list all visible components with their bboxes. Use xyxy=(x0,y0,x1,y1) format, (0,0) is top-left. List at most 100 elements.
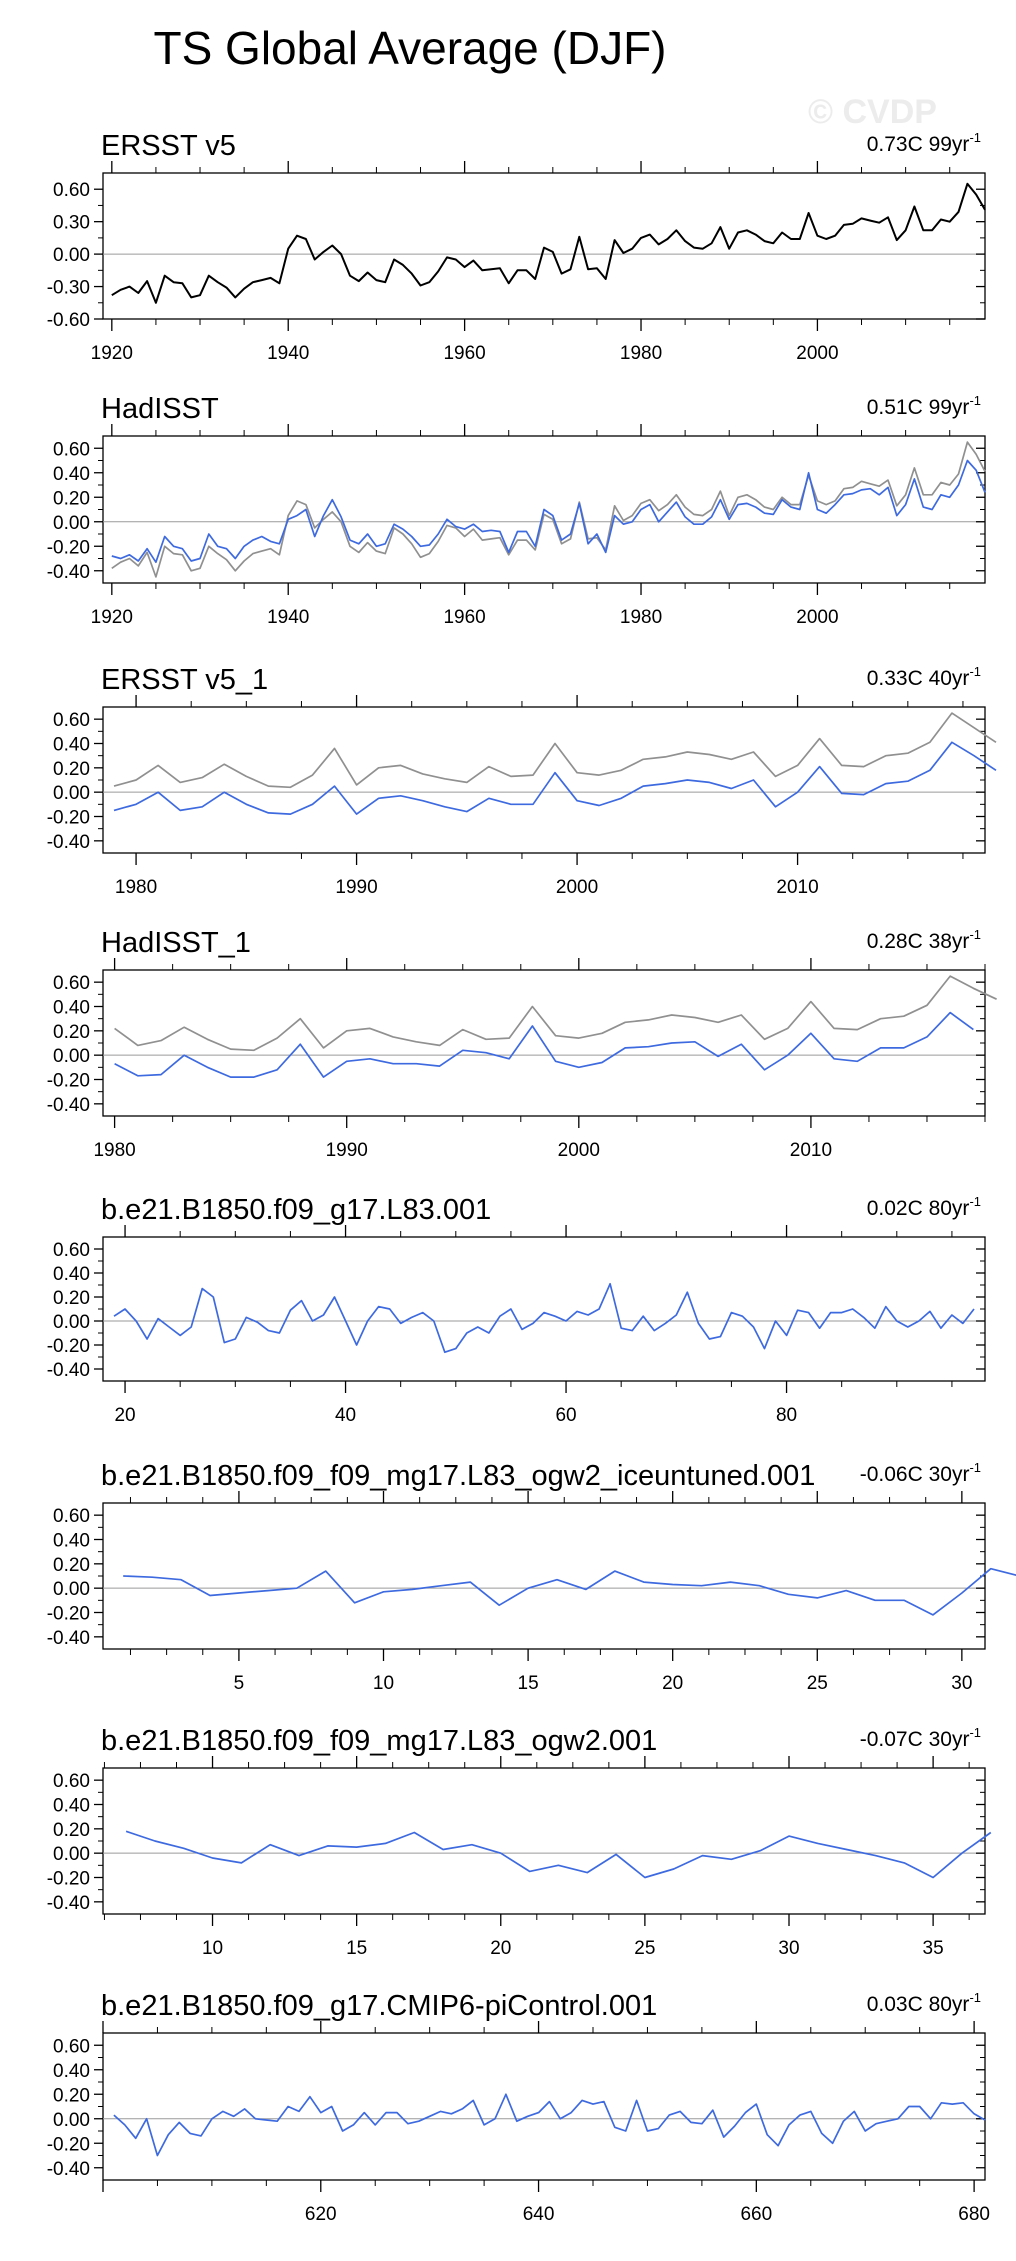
series-line-obs_gray xyxy=(114,975,997,1052)
x-tick-label: 1980 xyxy=(620,343,662,364)
y-tick-label: -0.20 xyxy=(47,1336,90,1357)
trend-exponent: -1 xyxy=(969,1725,981,1740)
x-tick-label: 30 xyxy=(951,1673,972,1694)
y-tick-label: 0.60 xyxy=(53,1771,90,1792)
x-tick-label: 2010 xyxy=(776,877,818,898)
y-tick-label: 0.00 xyxy=(53,1046,90,1067)
chart-panel-2: HadISST 0.51C 99yr-1 -0.40 -0.20 0.00 0.20 0.4… xyxy=(47,393,986,628)
chart-panel-8: b.e21.B1850.f09_g17.CMIP6-piControl.001 0… xyxy=(47,1990,990,2225)
y-tick-label: 0.20 xyxy=(53,488,90,509)
y-tick-label: 0.20 xyxy=(53,1288,90,1309)
y-tick-label: -0.20 xyxy=(47,1604,90,1625)
chart-panel-1: ERSST v5 0.73C 99yr-1 -0.60 -0.30 0.00 0.30 0.… xyxy=(47,130,986,364)
x-tick-label: 25 xyxy=(634,1938,655,1959)
y-tick-label: -0.40 xyxy=(47,2159,90,2180)
y-tick-label: 0.00 xyxy=(53,783,90,804)
y-tick-label: 0.60 xyxy=(53,973,90,994)
y-tick-label: -0.20 xyxy=(47,1071,90,1092)
trend-label: 0.28C 38yr-1 xyxy=(867,927,981,953)
cvdp-watermark: © CVDP xyxy=(808,93,937,131)
x-tick-label: 80 xyxy=(776,1405,797,1426)
y-tick-label: 0.60 xyxy=(53,180,90,201)
y-tick-label: 0.60 xyxy=(53,710,90,731)
y-tick-label: -0.20 xyxy=(47,808,90,829)
trend-exponent: -1 xyxy=(969,1990,981,2005)
y-tick-label: -0.40 xyxy=(47,1628,90,1649)
y-tick-label: 0.60 xyxy=(53,439,90,460)
y-tick-label: 0.40 xyxy=(53,2061,90,2082)
x-tick-label: 1920 xyxy=(91,343,133,364)
x-tick-label: 15 xyxy=(518,1673,539,1694)
y-tick-label: 0.60 xyxy=(53,1506,90,1527)
page-title: TS Global Average (DJF) xyxy=(153,22,667,74)
y-tick-label: 0.00 xyxy=(53,1844,90,1865)
trend-label: 0.33C 40yr-1 xyxy=(867,664,981,690)
chart-panel-3: ERSST v5_1 0.33C 40yr-1 -0.40 -0.20 0.00 0.20… xyxy=(47,664,997,898)
y-tick-label: 0.00 xyxy=(53,245,90,266)
y-tick-label: -0.40 xyxy=(47,832,90,853)
trend-exponent: -1 xyxy=(969,1194,981,1209)
chart-title: b.e21.B1850.f09_g17.L83.001 xyxy=(101,1194,491,1226)
chart-title: HadISST xyxy=(101,393,219,425)
y-tick-label: -0.30 xyxy=(47,278,90,299)
plot-frame xyxy=(102,706,986,854)
x-tick-label: 1960 xyxy=(443,607,485,628)
y-tick-label: 0.40 xyxy=(53,1531,90,1552)
series-line-obs xyxy=(111,182,986,304)
y-tick-label: 0.40 xyxy=(53,1796,90,1817)
trend-exponent: -1 xyxy=(969,130,981,145)
x-tick-label: 1980 xyxy=(93,1140,135,1161)
y-tick-label: 0.20 xyxy=(53,1820,90,1841)
trend-label: 0.51C 99yr-1 xyxy=(867,393,981,419)
x-tick-label: 35 xyxy=(923,1938,944,1959)
series-line-model xyxy=(114,1011,974,1078)
y-tick-label: 0.00 xyxy=(53,513,90,534)
y-tick-label: 0.20 xyxy=(53,1555,90,1576)
x-tick-label: 40 xyxy=(335,1405,356,1426)
x-tick-label: 2000 xyxy=(796,343,838,364)
series-line-model xyxy=(125,1830,992,1879)
x-tick-label: 1990 xyxy=(326,1140,368,1161)
y-tick-label: 0.60 xyxy=(53,2036,90,2057)
chart-title: HadISST_1 xyxy=(101,927,251,959)
x-tick-label: 1940 xyxy=(267,607,309,628)
chart-panel-7: b.e21.B1850.f09_f09_mg17.L83_ogw2.001 -0.… xyxy=(47,1725,992,1959)
series-line-model xyxy=(113,741,997,815)
x-tick-label: 20 xyxy=(662,1673,683,1694)
x-tick-label: 2000 xyxy=(558,1140,600,1161)
x-tick-label: 2010 xyxy=(790,1140,832,1161)
x-tick-label: 30 xyxy=(778,1938,799,1959)
y-tick-label: 0.20 xyxy=(53,1022,90,1043)
x-tick-label: 1980 xyxy=(115,877,157,898)
y-tick-label: 0.40 xyxy=(53,1264,90,1285)
x-tick-label: 20 xyxy=(114,1405,135,1426)
trend-exponent: -1 xyxy=(969,927,981,942)
y-tick-label: 0.40 xyxy=(53,464,90,485)
x-tick-label: 2000 xyxy=(796,607,838,628)
y-tick-label: -0.20 xyxy=(47,2134,90,2155)
y-tick-label: -0.60 xyxy=(47,310,90,331)
plot-frame xyxy=(102,1502,986,1650)
x-tick-label: 1980 xyxy=(620,607,662,628)
y-tick-label: 0.60 xyxy=(53,1240,90,1261)
x-tick-label: 10 xyxy=(202,1938,223,1959)
x-tick-label: 15 xyxy=(346,1938,367,1959)
series-line-model xyxy=(111,459,986,564)
series-line-obs_gray xyxy=(113,712,997,789)
chart-title: b.e21.B1850.f09_f09_mg17.L83_ogw2.001 xyxy=(101,1725,657,1757)
x-tick-label: 60 xyxy=(555,1405,576,1426)
chart-title: ERSST v5 xyxy=(101,130,236,162)
x-tick-label: 660 xyxy=(740,2204,772,2225)
y-tick-label: -0.40 xyxy=(47,1893,90,1914)
y-tick-label: -0.40 xyxy=(47,1095,90,1116)
x-tick-label: 5 xyxy=(234,1673,245,1694)
y-tick-label: 0.20 xyxy=(53,759,90,780)
x-tick-label: 25 xyxy=(807,1673,828,1694)
trend-label: 0.02C 80yr-1 xyxy=(867,1194,981,1220)
series-line-obs_gray xyxy=(111,441,986,578)
x-tick-label: 640 xyxy=(523,2204,555,2225)
y-tick-label: 0.30 xyxy=(53,213,90,234)
trend-label: 0.03C 80yr-1 xyxy=(867,1990,981,2016)
y-tick-label: 0.00 xyxy=(53,1579,90,1600)
y-tick-label: 0.40 xyxy=(53,735,90,756)
